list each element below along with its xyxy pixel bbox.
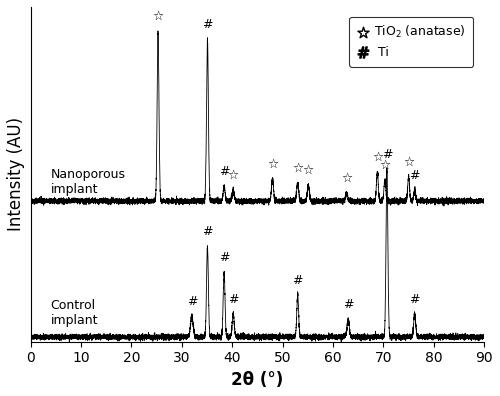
Text: #: # [228,293,238,306]
Text: ☆: ☆ [152,10,164,23]
Text: #: # [343,298,353,311]
Text: #: # [186,295,197,308]
Text: ☆: ☆ [380,159,390,172]
X-axis label: 2θ (°): 2θ (°) [231,371,283,389]
Text: #: # [410,293,420,306]
Text: #: # [202,18,212,31]
Text: ☆: ☆ [403,156,414,169]
Text: #: # [219,251,230,264]
Text: ☆: ☆ [267,157,278,170]
Text: Control
implant: Control implant [50,299,98,327]
Text: ☆: ☆ [302,164,314,177]
Text: ☆: ☆ [372,151,383,164]
Y-axis label: Intensity (AU): Intensity (AU) [7,117,25,231]
Text: Nanoporous
implant: Nanoporous implant [50,168,126,196]
Text: ☆: ☆ [341,172,352,185]
Text: ☆: ☆ [292,162,304,175]
Text: #: # [202,225,212,238]
Text: ☆: ☆ [228,169,239,182]
Text: #: # [219,166,230,179]
Text: #: # [382,148,392,161]
Legend: TiO$_2$ (anatase),  Ti: TiO$_2$ (anatase), Ti [350,17,474,67]
Text: #: # [292,274,303,287]
Text: #: # [410,169,420,182]
